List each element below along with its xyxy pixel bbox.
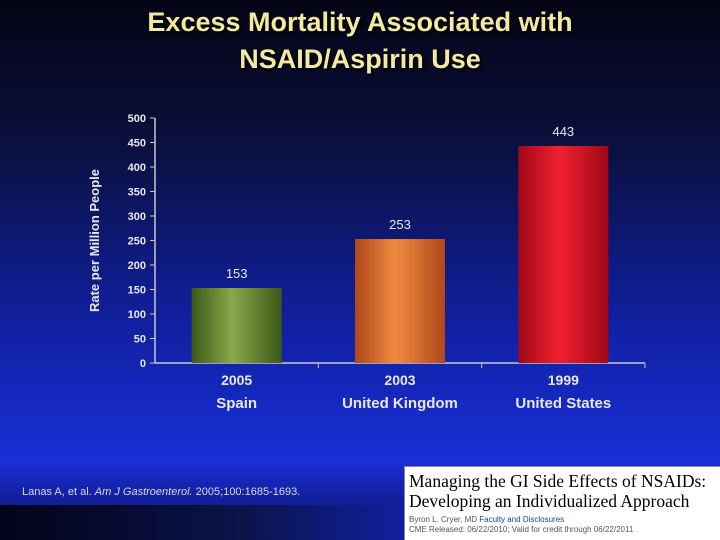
x-tick-label-year: 2003 <box>384 372 415 388</box>
title-line-1: Excess Mortality Associated with <box>147 7 573 37</box>
citation: Lanas A, et al. Am J Gastroenterol. 2005… <box>22 486 300 498</box>
title-line-2: NSAID/Aspirin Use <box>239 44 481 74</box>
y-tick-label: 50 <box>134 334 146 346</box>
y-tick-label: 400 <box>128 162 146 174</box>
bottom-strip <box>0 505 404 540</box>
citation-ref: 2005;100:1685-1693. <box>195 486 301 498</box>
y-tick-label: 300 <box>128 211 146 223</box>
bar-spain <box>191 288 282 363</box>
x-tick-label-country: Spain <box>216 395 257 412</box>
bar-united-kingdom <box>355 239 445 363</box>
y-axis-title: Rate per Million People <box>87 169 102 312</box>
cme-title-line-1: Managing the GI Side Effects of NSAIDs: <box>409 471 707 491</box>
x-tick-label-year: 1999 <box>548 372 579 388</box>
x-tick-label-year: 2005 <box>221 372 252 388</box>
slide-title: Excess Mortality Associated with NSAID/A… <box>0 4 720 78</box>
y-tick-label: 350 <box>128 187 146 199</box>
cme-author-row: Byron L. Cryer, MD Faculty and Disclosur… <box>409 515 716 524</box>
y-tick-label: 450 <box>128 138 146 150</box>
cme-info-box: Managing the GI Side Effects of NSAIDs: … <box>404 466 720 540</box>
cme-title-line-2: Developing an Individualized Approach <box>409 491 690 511</box>
y-tick-label: 150 <box>128 285 146 297</box>
citation-authors: Lanas A, et al. <box>22 486 92 498</box>
x-tick-label-country: United States <box>515 395 611 412</box>
bar-united-states <box>518 145 609 363</box>
citation-journal: Am J Gastroenterol. <box>94 486 193 498</box>
x-tick-label-country: United Kingdom <box>342 395 458 412</box>
y-tick-label: 100 <box>128 309 146 321</box>
cme-author: Byron L. Cryer, MD <box>409 515 478 524</box>
y-tick-label: 500 <box>128 113 146 125</box>
cme-dates: CME Released: 06/22/2010; Valid for cred… <box>409 525 634 534</box>
y-tick-label: 200 <box>128 260 146 272</box>
y-tick-label: 0 <box>140 358 146 370</box>
faculty-disclosures-link[interactable]: Faculty and Disclosures <box>479 515 565 524</box>
data-label: 153 <box>226 266 248 281</box>
data-label: 253 <box>389 217 411 232</box>
data-label: 443 <box>552 124 574 139</box>
y-tick-label: 250 <box>128 236 146 248</box>
